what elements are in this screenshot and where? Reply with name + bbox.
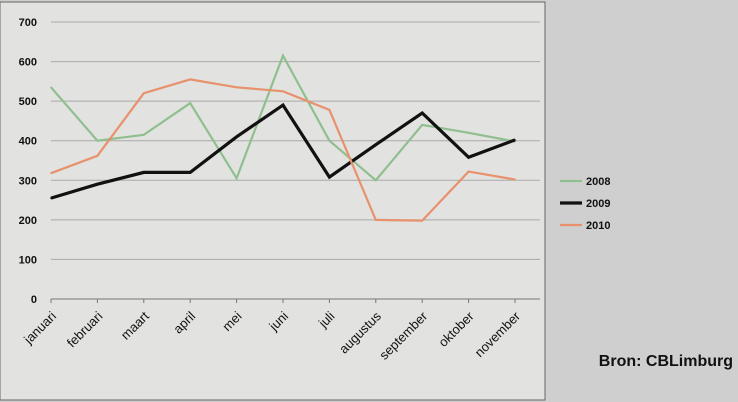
series-lines [50,52,516,222]
data-point-2010 [143,92,145,95]
y-tick-label: 600 [19,57,37,69]
y-tick-label: 400 [19,136,37,148]
data-point-2009 [189,171,191,174]
data-point-2008 [328,139,331,142]
data-point-2010 [189,78,191,81]
data-point-2008 [189,102,191,104]
data-point-2010 [282,90,284,93]
data-point-2009 [143,171,145,174]
data-point-2009 [96,183,99,186]
data-point-2010 [467,170,470,173]
data-point-2010 [421,219,424,222]
data-point-2009 [50,197,52,199]
axes [50,298,540,303]
data-point-2010 [235,86,238,89]
data-point-2009 [328,176,331,178]
legend-label-2010: 2010 [586,220,610,232]
data-point-2008 [50,86,52,89]
data-point-2008 [282,54,284,57]
y-tick-labels: 0 100 200 300 400 500 600 700 [19,17,37,306]
source-label: Bron: CBLimburg [599,353,733,370]
data-point-2010 [375,219,377,221]
y-tick-label: 300 [19,175,37,187]
data-point-2008 [143,133,145,136]
data-point-2008 [421,124,424,126]
data-point-2009 [282,104,284,106]
data-point-2008 [235,177,238,180]
data-point-2010 [514,178,516,181]
y-tick-label: 500 [19,96,37,108]
data-point-2009 [421,112,424,114]
y-tick-label: 0 [31,294,37,306]
data-point-2010 [328,109,331,111]
y-tick-label: 200 [19,215,37,227]
data-point-2010 [50,172,52,174]
data-point-2009 [375,143,377,146]
data-point-2009 [467,156,470,159]
legend: 2008 2009 2010 [560,176,610,232]
data-point-2008 [96,139,99,142]
y-tick-label: 700 [19,17,37,29]
legend-label-2008: 2008 [586,176,610,188]
data-point-2008 [467,132,470,134]
data-point-2010 [96,154,99,157]
data-point-2008 [375,179,377,182]
data-point-2009 [514,139,516,141]
legend-label-2009: 2009 [586,198,610,210]
y-tick-label: 100 [19,254,37,266]
plot-frame [0,1,546,401]
data-point-2009 [235,135,238,138]
grid [51,21,540,260]
